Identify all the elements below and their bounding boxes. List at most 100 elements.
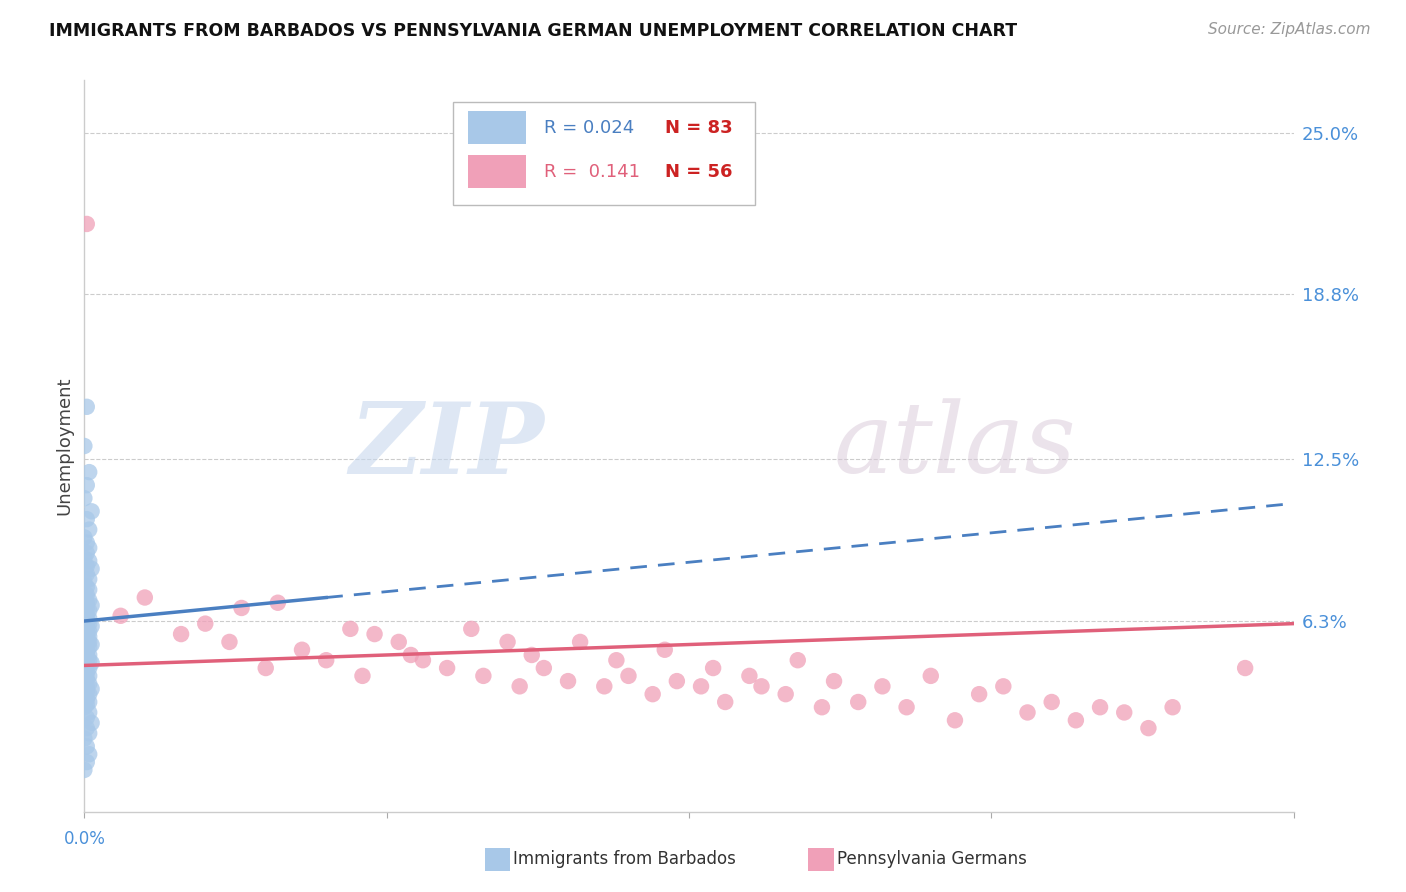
Point	[73, 650, 96, 665]
Point	[80, 715, 103, 730]
Point	[1064, 714, 1087, 728]
Point	[690, 679, 713, 693]
Point	[80, 562, 103, 576]
Point	[823, 674, 845, 689]
Point	[76, 601, 98, 615]
Point	[77, 593, 100, 607]
Point	[76, 559, 98, 574]
Point	[73, 491, 96, 506]
Point	[943, 714, 966, 728]
Point	[1088, 700, 1111, 714]
Point	[920, 669, 942, 683]
Point	[496, 635, 519, 649]
Point	[654, 642, 676, 657]
Point	[76, 739, 98, 754]
Point	[80, 638, 103, 652]
Point	[76, 640, 98, 655]
Point	[80, 681, 103, 696]
Point	[73, 614, 96, 628]
Point	[73, 551, 96, 566]
Point	[702, 661, 724, 675]
Point	[73, 674, 96, 689]
Point	[557, 674, 579, 689]
Point	[76, 658, 98, 673]
Point	[76, 645, 98, 659]
Point	[412, 653, 434, 667]
Point	[846, 695, 869, 709]
Point	[80, 599, 103, 613]
Point	[77, 616, 100, 631]
Point	[77, 669, 100, 683]
Point	[1234, 661, 1257, 675]
Point	[77, 611, 100, 625]
Point	[76, 755, 98, 769]
Point	[436, 661, 458, 675]
Text: R =  0.141: R = 0.141	[544, 162, 640, 181]
Point	[77, 523, 100, 537]
Text: Source: ZipAtlas.com: Source: ZipAtlas.com	[1208, 22, 1371, 37]
Point	[77, 726, 100, 740]
FancyBboxPatch shape	[468, 155, 526, 188]
Point	[194, 616, 217, 631]
Text: N = 83: N = 83	[665, 119, 733, 136]
Point	[399, 648, 422, 662]
Point	[110, 608, 132, 623]
Point	[76, 478, 98, 492]
Y-axis label: Unemployment: Unemployment	[55, 376, 73, 516]
Point	[77, 695, 100, 709]
Point	[80, 504, 103, 518]
Point	[77, 676, 100, 690]
Point	[76, 588, 98, 602]
Point	[76, 580, 98, 594]
Point	[254, 661, 277, 675]
Point	[76, 596, 98, 610]
Text: Pennsylvania Germans: Pennsylvania Germans	[837, 850, 1026, 868]
Point	[76, 711, 98, 725]
Text: IMMIGRANTS FROM BARBADOS VS PENNSYLVANIA GERMAN UNEMPLOYMENT CORRELATION CHART: IMMIGRANTS FROM BARBADOS VS PENNSYLVANIA…	[49, 22, 1018, 40]
Point	[267, 596, 290, 610]
Point	[73, 632, 96, 647]
Point	[738, 669, 761, 683]
Point	[77, 687, 100, 701]
Point	[352, 669, 374, 683]
Point	[73, 574, 96, 589]
Point	[80, 619, 103, 633]
Point	[363, 627, 385, 641]
Point	[77, 648, 100, 662]
Point	[76, 627, 98, 641]
Point	[76, 535, 98, 549]
Point	[76, 630, 98, 644]
Point	[73, 606, 96, 620]
Point	[76, 679, 98, 693]
Point	[76, 567, 98, 582]
Point	[76, 622, 98, 636]
Point	[509, 679, 531, 693]
Point	[388, 635, 411, 649]
Text: atlas: atlas	[834, 399, 1077, 493]
FancyBboxPatch shape	[468, 112, 526, 145]
Point	[77, 640, 100, 655]
Text: R = 0.024: R = 0.024	[544, 119, 634, 136]
Point	[76, 635, 98, 649]
FancyBboxPatch shape	[453, 103, 755, 204]
Point	[77, 624, 100, 639]
Point	[76, 546, 98, 560]
Point	[73, 690, 96, 704]
Text: 0.0%: 0.0%	[63, 830, 105, 848]
Point	[73, 763, 96, 777]
Point	[896, 700, 918, 714]
Point	[76, 692, 98, 706]
Point	[1040, 695, 1063, 709]
Point	[76, 666, 98, 681]
Point	[1114, 706, 1136, 720]
Point	[76, 672, 98, 686]
Point	[77, 661, 100, 675]
Point	[967, 687, 990, 701]
Point	[76, 619, 98, 633]
Point	[73, 624, 96, 639]
Point	[73, 591, 96, 605]
Point	[520, 648, 543, 662]
Point	[134, 591, 156, 605]
Point	[1161, 700, 1184, 714]
Point	[77, 635, 100, 649]
